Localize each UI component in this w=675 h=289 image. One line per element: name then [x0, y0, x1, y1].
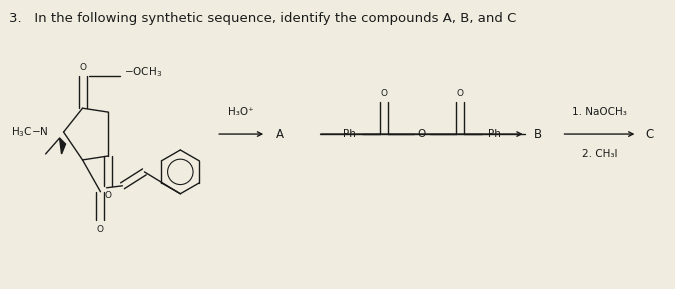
Polygon shape — [59, 138, 65, 154]
Text: O: O — [456, 89, 463, 98]
Text: O: O — [105, 191, 112, 200]
Text: O: O — [418, 129, 426, 139]
Text: O: O — [381, 89, 387, 98]
Text: A: A — [276, 127, 284, 140]
Text: Ph: Ph — [343, 129, 356, 139]
Text: H$_3$C$-$N: H$_3$C$-$N — [11, 125, 48, 139]
Text: $-$OCH$_3$: $-$OCH$_3$ — [124, 65, 163, 79]
Text: 2. CH₃I: 2. CH₃I — [582, 149, 617, 159]
Text: 1. NaOCH₃: 1. NaOCH₃ — [572, 107, 627, 117]
Text: H₃O⁺: H₃O⁺ — [228, 107, 254, 117]
Text: O: O — [79, 63, 86, 72]
Text: Ph: Ph — [488, 129, 501, 139]
Text: B: B — [533, 127, 541, 140]
Text: C: C — [645, 127, 653, 140]
Text: O: O — [97, 225, 104, 234]
Text: 3.   In the following synthetic sequence, identify the compounds A, B, and C: 3. In the following synthetic sequence, … — [9, 12, 516, 25]
